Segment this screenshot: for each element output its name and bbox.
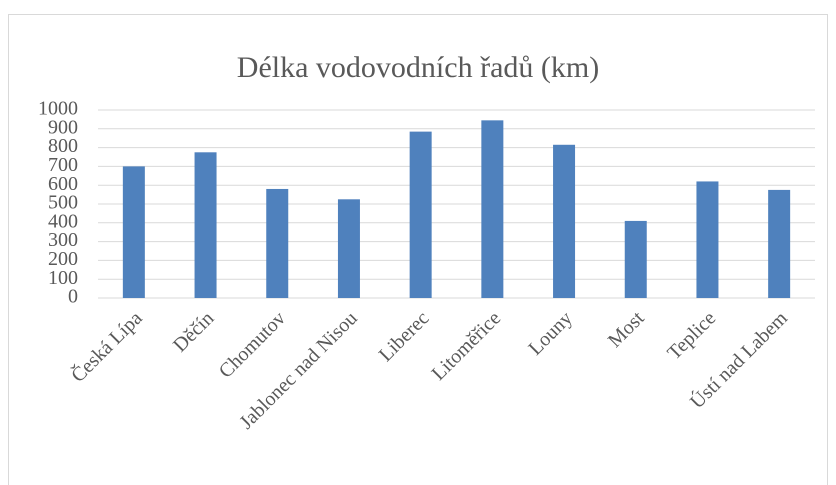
y-tick-label: 500 [48,192,78,214]
y-tick-label: 700 [48,154,78,176]
bar [768,189,791,298]
y-tick-label: 900 [48,116,78,138]
y-tick-label: 300 [48,229,78,251]
bar [122,166,145,298]
y-tick-label: 400 [48,210,78,232]
bar [624,220,647,298]
bar [337,199,360,298]
y-tick-label: 100 [48,267,78,289]
y-tick-label: 600 [48,173,78,195]
bar [194,152,217,298]
bar [266,188,289,298]
bar [481,120,504,298]
bar [696,181,719,298]
y-tick-label: 1000 [38,98,78,120]
chart-title: Délka vodovodních řadů (km) [237,51,599,84]
bar [553,144,576,298]
y-tick-label: 0 [68,286,78,308]
bar [409,131,432,298]
y-tick-label: 800 [48,135,78,157]
y-tick-label: 200 [48,248,78,270]
